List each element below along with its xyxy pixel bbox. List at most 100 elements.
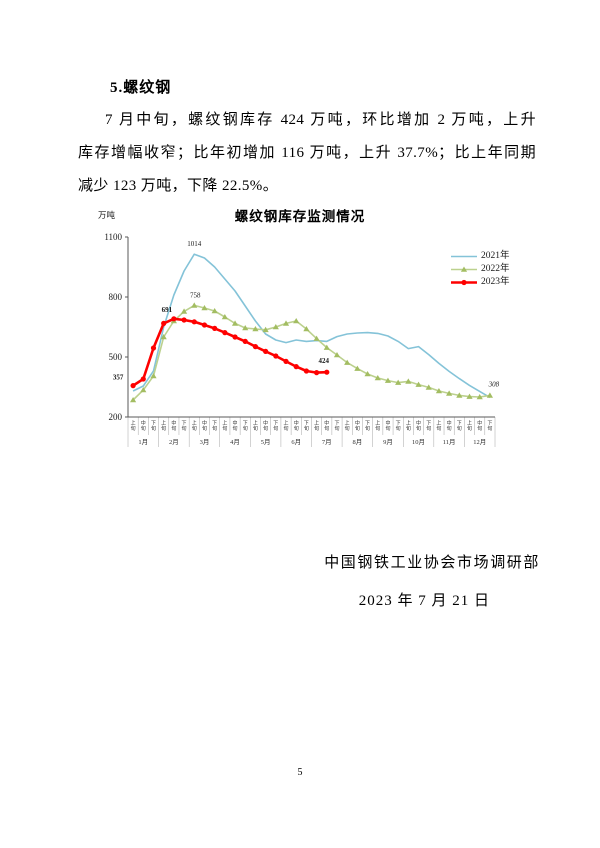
paragraph-line: 减少 123 万吨，下降 22.5%。 (78, 178, 279, 194)
data-point (313, 335, 320, 341)
y-tick-label: 1100 (104, 232, 122, 242)
period-label: 下旬 (396, 421, 401, 433)
data-point (212, 325, 218, 331)
period-label: 下旬 (457, 421, 462, 433)
month-label: 3月 (200, 438, 210, 446)
legend-line-sample (451, 279, 477, 286)
signature-line: 中国钢铁工业协会市场调研部 (324, 555, 540, 571)
period-label: 下旬 (304, 421, 309, 433)
y-tick-label: 200 (109, 412, 123, 422)
data-point (150, 345, 157, 351)
period-label: 上旬 (161, 420, 166, 433)
data-point (323, 344, 330, 350)
data-point (476, 394, 483, 400)
data-point (129, 397, 137, 403)
data-point (171, 316, 177, 322)
point-label: 308 (488, 380, 500, 388)
data-point (435, 388, 443, 394)
data-point (364, 371, 371, 377)
data-point (446, 390, 453, 396)
point-label: 1014 (187, 240, 202, 248)
data-point (333, 352, 341, 358)
series-2023年 (130, 316, 330, 389)
month-label: 10月 (412, 438, 425, 446)
date-line: 2023 年 7 月 21 日 (358, 593, 490, 609)
data-point (242, 325, 249, 331)
data-point (231, 320, 239, 326)
period-label: 下旬 (273, 421, 278, 433)
legend-line-sample (451, 266, 477, 272)
data-point (252, 344, 259, 350)
period-label: 下旬 (182, 421, 187, 433)
period-label: 下旬 (243, 421, 248, 433)
data-point (425, 384, 432, 390)
period-label: 下旬 (212, 421, 217, 433)
period-label: 上旬 (345, 420, 350, 433)
month-label: 5月 (261, 438, 271, 446)
data-point (282, 320, 290, 326)
period-label: 上旬 (406, 420, 411, 433)
period-label: 下旬 (487, 421, 492, 433)
month-label: 7月 (322, 438, 332, 446)
series-2021年 (132, 253, 491, 399)
month-label: 6月 (291, 438, 301, 446)
period-label: 上旬 (131, 420, 136, 433)
legend-label: 2021年 (481, 251, 510, 261)
period-label: 中旬 (263, 420, 268, 433)
data-point (201, 305, 208, 311)
inventory-chart: 200 500 800 1100 上旬 中旬 下旬 上旬 中旬 下旬 上旬 中旬 下旬 上旬 中旬 下旬 上旬中… (90, 200, 555, 465)
data-point (180, 308, 188, 314)
period-label: 上旬 (375, 420, 380, 433)
data-point (384, 377, 392, 383)
data-point (140, 387, 147, 393)
data-point (293, 318, 300, 324)
period-label: 上旬 (284, 420, 289, 433)
period-label: 中旬 (294, 420, 299, 433)
data-point (150, 373, 157, 379)
data-point (273, 353, 279, 359)
data-point (221, 314, 228, 320)
month-label: 2月 (169, 438, 179, 446)
data-point (415, 381, 422, 387)
point-label: 758 (190, 291, 201, 299)
period-label: 中旬 (171, 420, 176, 433)
data-point (466, 393, 473, 399)
body-paragraph: 7 月中旬，螺纹钢库存 424 万吨，环比增加 2 万吨，上升 0.5%， 库存… (78, 104, 536, 203)
data-point (181, 317, 187, 323)
series-line (132, 317, 327, 387)
legend-label: 2022年 (481, 264, 510, 274)
data-point (252, 326, 259, 332)
month-label: 8月 (353, 438, 363, 446)
data-point (395, 379, 402, 385)
period-label: 中旬 (355, 420, 360, 433)
point-label: 424 (319, 357, 330, 365)
period-label: 下旬 (426, 421, 431, 433)
period-label: 上旬 (467, 420, 472, 433)
period-label: 上旬 (314, 420, 319, 433)
period-label: 下旬 (334, 421, 339, 433)
period-label: 中旬 (385, 420, 390, 433)
legend-label: 2023年 (481, 277, 510, 287)
data-point (211, 308, 218, 314)
paragraph-line: 库存增幅收窄；比年初增加 116 万吨，上升 37.7%；比上年同期 (78, 145, 536, 161)
period-label: 中旬 (233, 420, 238, 433)
month-label: 4月 (230, 438, 240, 446)
data-point (201, 322, 208, 328)
month-label: 1月 (138, 438, 148, 446)
chart-legend: 2021年 2022年 2023年 (450, 250, 510, 289)
data-point (130, 383, 136, 389)
chart-canvas: 2005008001100上旬中旬下旬上旬中旬下旬上旬中旬下旬上旬中旬下旬上旬中… (104, 232, 500, 447)
chart-title: 螺纹钢库存监测情况 (234, 209, 366, 224)
data-point (456, 392, 463, 398)
y-tick-label: 800 (109, 292, 123, 302)
data-point (303, 368, 310, 374)
data-point (232, 334, 238, 340)
data-point (263, 348, 269, 354)
period-label: 中旬 (447, 420, 452, 433)
data-point (324, 369, 330, 375)
period-label: 中旬 (477, 420, 482, 433)
series-2022年 (129, 302, 494, 403)
period-label: 上旬 (253, 420, 258, 433)
data-point (405, 378, 412, 384)
data-point (354, 365, 361, 371)
